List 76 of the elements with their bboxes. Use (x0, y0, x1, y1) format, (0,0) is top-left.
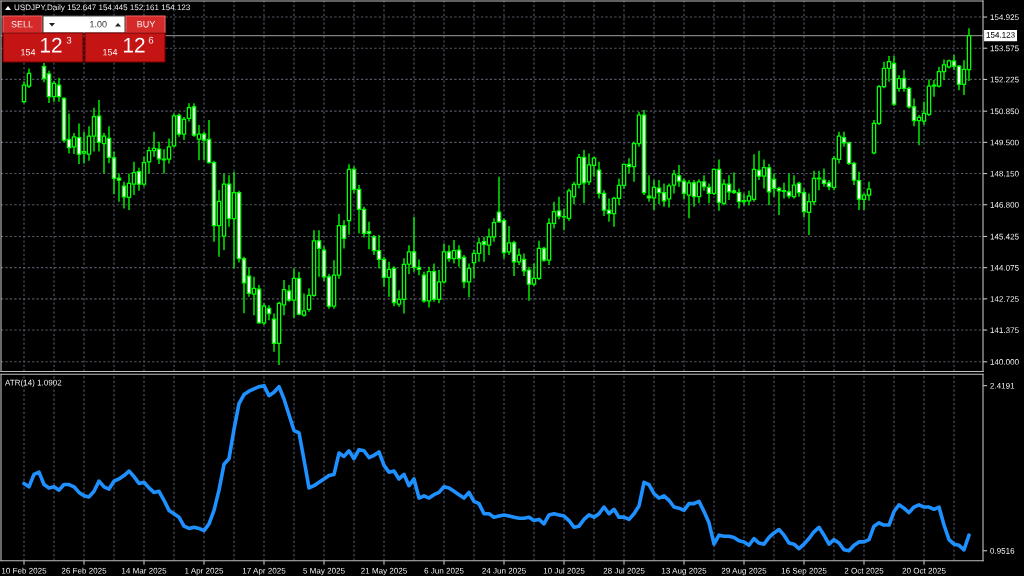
candlestick (71, 132, 77, 155)
y-tick-label: 0.9516 (990, 548, 1015, 554)
candlestick (656, 179, 662, 205)
candlestick (821, 167, 827, 188)
x-tick-label: 10 Jul 2025 (543, 567, 585, 574)
x-tick-label: 17 Apr 2025 (242, 567, 286, 576)
candlestick (166, 137, 172, 165)
x-tick-label: 13 Aug 2025 (661, 567, 707, 576)
y-tick-label: 144.075 (990, 264, 1019, 271)
candlestick (131, 161, 137, 196)
x-tick-label: 20 Oct 2025 (902, 567, 946, 574)
annotation: 12 (124, 37, 145, 53)
y-tick-label: 140.000 (990, 359, 1019, 365)
annotation: 1.00 (90, 21, 107, 28)
candlestick (696, 178, 702, 205)
candlestick (451, 239, 457, 265)
x-tick-label: 21 May 2025 (361, 567, 407, 576)
candlestick (91, 107, 97, 153)
y-tick-label: 150.850 (990, 108, 1019, 115)
candlestick (56, 76, 62, 103)
ref-line-label: 154.123 (986, 32, 1015, 38)
annotation: SELL (11, 21, 33, 28)
candlestick (556, 195, 562, 220)
candlestick (181, 116, 187, 141)
y-tick-label: 145.425 (990, 233, 1019, 240)
candlestick (371, 234, 377, 256)
annotation: 12 (41, 37, 62, 53)
candlestick (606, 197, 612, 223)
annotation: 154 (103, 49, 118, 56)
candlestick (126, 172, 132, 211)
x-tick-label: 16 Sep 2025 (781, 567, 827, 576)
candlestick (76, 122, 82, 165)
candlestick (586, 152, 592, 186)
candlestick (411, 216, 417, 273)
chart-title: USDJPY,Daily 152.647 154.445 152.161 154.123 (14, 4, 190, 12)
x-tick-label: 26 Feb 2025 (61, 567, 107, 574)
candlestick (476, 236, 482, 263)
candlestick (866, 181, 872, 202)
annotation: 3 (66, 36, 72, 44)
text: ATR(14) 1.0902 (5, 379, 62, 388)
candlestick (786, 172, 792, 200)
annotation: BUY (137, 21, 156, 28)
candlestick (481, 236, 487, 263)
candlestick (691, 179, 697, 208)
candlestick (81, 131, 87, 165)
annotation: 6 (148, 36, 154, 44)
candlestick (46, 70, 52, 104)
x-tick-label: 24 Jun 2025 (482, 567, 526, 574)
y-tick-label: 2.4191 (990, 382, 1015, 389)
candlestick (781, 182, 787, 200)
x-tick-label: 1 Apr 2025 (185, 567, 224, 576)
x-tick-label: 10 Feb 2025 (2, 567, 47, 574)
x-tick-label: 28 Jul 2025 (603, 567, 645, 574)
y-tick-label: 154.925 (990, 14, 1019, 21)
y-tick-label: 141.375 (990, 327, 1019, 334)
y-tick-label: 149.500 (990, 139, 1019, 146)
candlestick (761, 158, 767, 190)
y-tick-label: 152.225 (990, 76, 1019, 83)
candlestick (141, 155, 147, 188)
y-tick-label: 153.575 (990, 45, 1019, 52)
y-tick-label: 142.725 (990, 296, 1019, 302)
candlestick (121, 180, 127, 210)
y-tick-label: 148.150 (990, 170, 1019, 177)
y-tick-label: 146.800 (990, 202, 1019, 208)
x-tick-label: 2 Oct 2025 (844, 567, 884, 574)
x-tick-label: 14 Mar 2025 (122, 567, 167, 574)
candlestick (956, 64, 962, 91)
annotation: 154 (21, 49, 36, 56)
candlestick (791, 174, 797, 200)
candlestick (161, 148, 167, 175)
candlestick (156, 140, 162, 165)
x-tick-label: 29 Aug 2025 (721, 567, 767, 576)
x-tick-label: 5 May 2025 (303, 567, 345, 576)
candlestick (201, 131, 207, 161)
candlestick (686, 179, 692, 220)
x-tick-label: 6 Jun 2025 (424, 567, 464, 574)
